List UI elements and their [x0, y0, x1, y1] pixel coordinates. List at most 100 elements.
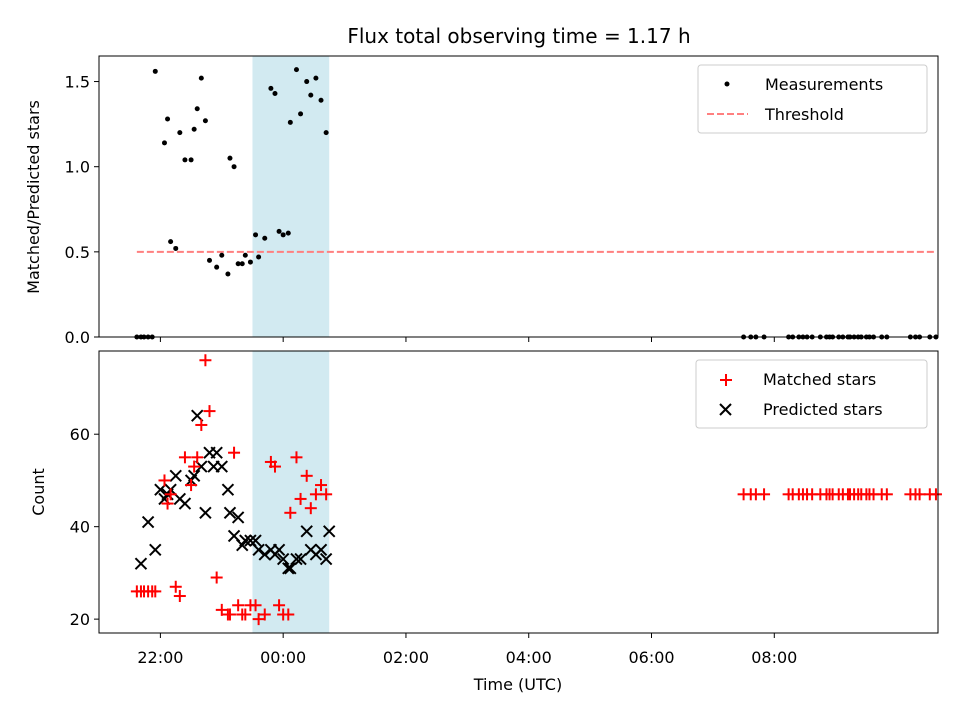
- x-tick-label: 08:00: [751, 648, 797, 667]
- matched-point: [268, 460, 281, 473]
- measurement-point: [168, 239, 174, 245]
- matched-point: [164, 488, 177, 501]
- predicted-point: [199, 506, 212, 520]
- matched-point: [880, 488, 893, 501]
- matched-point: [294, 492, 307, 505]
- matched-point: [203, 405, 216, 418]
- y-tick-label: 60: [70, 425, 90, 444]
- measurement-point: [191, 126, 197, 132]
- measurement-point: [308, 92, 314, 98]
- measurement-point: [231, 164, 237, 170]
- bottom-ylabel: Count: [29, 468, 48, 516]
- legend-matched-marker: [720, 374, 732, 386]
- measurement-point: [298, 111, 304, 117]
- measurement-point: [198, 75, 204, 81]
- legend-measurements-marker: [724, 81, 730, 87]
- y-tick-label: 1.5: [65, 73, 90, 92]
- x-tick-label: 22:00: [137, 648, 183, 667]
- matched-point: [191, 451, 204, 464]
- measurement-point: [253, 232, 259, 238]
- predicted-point: [210, 446, 223, 459]
- top-legend-box: [697, 64, 928, 134]
- bottom-legend: Matched stars Predicted stars: [695, 359, 928, 429]
- measurement-point: [318, 97, 324, 103]
- predicted-point: [314, 543, 328, 556]
- measurement-point: [225, 271, 231, 277]
- y-tick-label: 20: [70, 610, 90, 629]
- predicted-point: [323, 525, 336, 538]
- matched-point: [315, 479, 328, 492]
- x-tick-label: 06:00: [628, 648, 674, 667]
- x-axis-label: Time (UTC): [473, 675, 562, 694]
- x-tick-label: 00:00: [260, 648, 306, 667]
- matched-point: [273, 599, 286, 612]
- matched-point: [284, 506, 297, 519]
- legend-predicted-marker: [719, 403, 732, 416]
- observing-window-shade: [252, 56, 330, 337]
- measurement-point: [182, 157, 188, 163]
- measurement-point: [256, 254, 262, 260]
- x-tick-label: 02:00: [383, 648, 429, 667]
- measurement-point: [161, 140, 167, 146]
- matched-point: [169, 580, 182, 593]
- observing-window-shade: [252, 351, 330, 633]
- predicted-point: [258, 548, 271, 561]
- figure-title: Flux total observing time = 1.17 h: [347, 24, 690, 48]
- y-tick-label: 0.5: [65, 243, 90, 262]
- predicted-point: [239, 534, 252, 547]
- matched-point: [304, 502, 317, 515]
- measurement-point: [173, 245, 179, 251]
- matched-point: [215, 603, 228, 616]
- predicted-point: [319, 552, 333, 566]
- predicted-point: [252, 543, 265, 556]
- predicted-point: [134, 557, 148, 570]
- bottom-legend-box: [695, 359, 928, 429]
- matched-point: [149, 585, 162, 598]
- legend-threshold-label: Threshold: [764, 105, 844, 124]
- matched-point: [239, 608, 252, 621]
- matched-point: [210, 571, 223, 584]
- matched-point: [258, 608, 271, 621]
- legend-matched-label: Matched stars: [763, 370, 876, 389]
- top-ylabel: Matched/Predicted stars: [24, 100, 43, 294]
- predicted-point: [149, 543, 162, 556]
- measurement-point: [262, 235, 268, 241]
- measurement-point: [188, 157, 194, 163]
- measurement-point: [235, 261, 241, 267]
- legend-predicted-label: Predicted stars: [763, 400, 883, 419]
- matched-point: [158, 474, 171, 487]
- matched-point: [173, 590, 186, 603]
- predicted-point: [300, 525, 313, 538]
- matched-point: [300, 469, 313, 482]
- measurement-point: [219, 252, 225, 258]
- matched-point: [249, 599, 262, 612]
- measurement-point: [280, 232, 286, 238]
- measurement-point: [152, 68, 158, 74]
- matched-point: [282, 608, 295, 621]
- predicted-point: [223, 506, 237, 520]
- matched-point: [199, 354, 212, 367]
- matched-point: [178, 451, 191, 464]
- matched-point: [223, 608, 236, 621]
- legend-measurements-label: Measurements: [765, 75, 883, 94]
- matched-point: [929, 488, 942, 501]
- matched-point: [161, 497, 174, 510]
- predicted-point: [169, 469, 182, 483]
- predicted-point: [294, 552, 307, 566]
- predicted-point: [272, 543, 286, 556]
- matched-point: [252, 613, 265, 626]
- measurement-point: [247, 259, 253, 265]
- predicted-point: [231, 511, 245, 524]
- predicted-point: [276, 552, 290, 566]
- measurement-point: [323, 130, 329, 136]
- measurement-point: [214, 264, 220, 270]
- measurement-point: [272, 90, 278, 96]
- matched-point: [320, 488, 333, 501]
- top-panel: 0.0 0.5 1.0 1.5 Matched/Predicted stars Mea…: [24, 55, 939, 347]
- matched-point: [758, 488, 771, 501]
- predicted-point: [141, 515, 155, 529]
- predicted-point: [215, 460, 228, 473]
- measurement-point: [227, 155, 233, 161]
- measurement-point: [287, 119, 293, 125]
